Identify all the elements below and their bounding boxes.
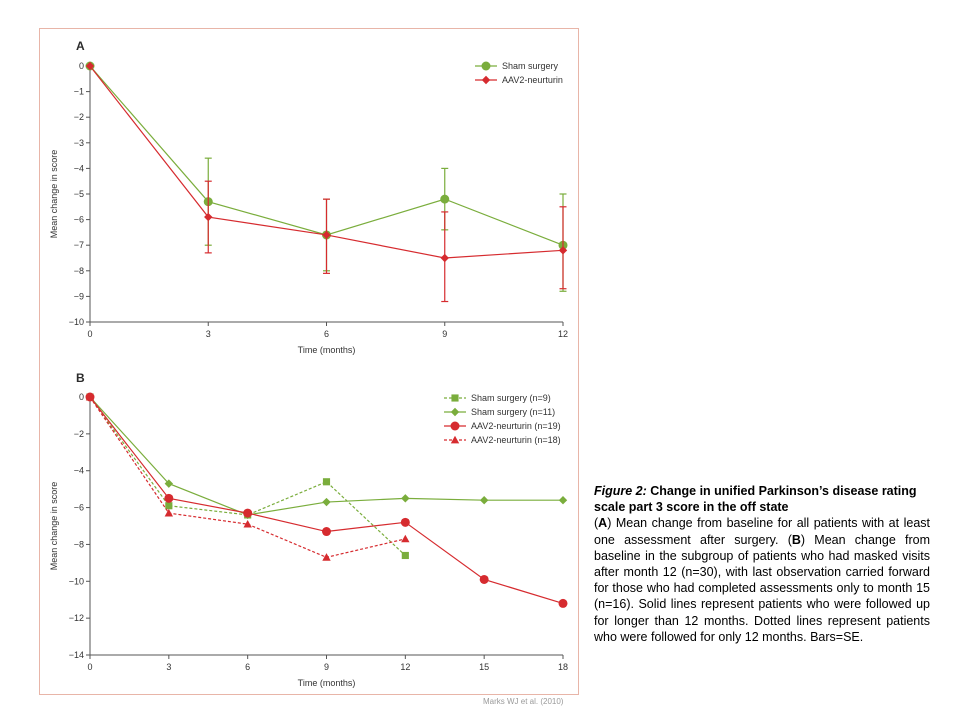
caption-title: Figure 2: Change in unified Parkinson’s …	[594, 483, 930, 515]
panel-a-series-2-point	[558, 246, 568, 255]
panel-b-y-tick-label: −8	[74, 539, 84, 549]
panel-a-x-tick-label: 0	[87, 329, 92, 339]
panel-a-y-tick-label: −8	[74, 266, 84, 276]
panel-b-x-tick-label: 18	[558, 662, 568, 672]
panel-a-series-2-point	[322, 230, 331, 240]
panel-a-y-tick-label: −10	[69, 317, 84, 327]
figure-caption: Figure 2: Change in unified Parkinson’s …	[594, 483, 930, 645]
panel-b-x-tick-label: 6	[245, 662, 250, 672]
panel-b-series-1-point	[165, 502, 173, 510]
panel-a-series-2	[85, 61, 568, 303]
panel-a-x-axis-label: Time (months)	[298, 345, 356, 355]
panel-b-series-3-point	[400, 517, 410, 527]
caption-panel-a-ref: A	[598, 516, 608, 531]
panel-a-series-1-legend-label: Sham surgery	[502, 61, 559, 71]
panel-a-series-2-point	[85, 61, 95, 71]
panel-b-series-3-point	[164, 493, 174, 503]
panel-a-y-tick-label: −4	[74, 163, 84, 173]
panel-a-x-tick-label: 6	[324, 329, 329, 339]
panel-b-series-3-point	[243, 508, 253, 518]
panel-a-y-tick-label: 0	[79, 61, 84, 71]
panel-b-series-4	[85, 392, 410, 561]
panel-b-series-4-point	[164, 508, 174, 517]
panel-b-series-2-point	[558, 496, 568, 505]
panel-b-series-3-point	[479, 574, 489, 584]
panel-b-y-tick-label: −12	[69, 613, 84, 623]
panel-b-y-tick-label: −14	[69, 650, 84, 660]
panel-b-series-2-legend-label: Sham surgery (n=11)	[471, 407, 555, 417]
panel-b-x-axis-label: Time (months)	[298, 678, 356, 688]
panel-b-series-4-point	[401, 534, 410, 543]
panel-b-y-tick-label: −4	[74, 466, 84, 476]
panel-a-x-tick-label: 3	[206, 329, 211, 339]
panel-a-y-tick-label: −6	[74, 215, 84, 225]
caption-figure-number: Figure 2:	[594, 484, 647, 498]
panel-b-y-tick-label: −6	[74, 503, 84, 513]
panel-a-series-2-point	[204, 212, 213, 222]
caption-body-b: ) Mean change from baseline in the subgr…	[594, 532, 931, 644]
panel-b-series-1-point	[401, 551, 409, 560]
panel-b-series-3-legend-label: AAV2-neurturin (n=19)	[471, 421, 561, 431]
panel-a-series-1-point	[440, 194, 450, 204]
panel-b-series-4-line	[89, 396, 406, 558]
panel-b-y-tick-label: −2	[74, 429, 84, 439]
panel-a-series-1-legend-marker	[481, 61, 491, 71]
panel-a-y-tick-label: −3	[74, 138, 84, 148]
panel-a-y-tick-label: −7	[74, 240, 84, 250]
panel-b-series-2-point	[322, 497, 331, 507]
panel-a-y-tick-label: −1	[74, 87, 84, 97]
panel-b-series-2-point	[479, 496, 489, 505]
panel-b-x-tick-label: 15	[479, 662, 489, 672]
panel-b-series-3-point	[558, 598, 568, 608]
panel-a-y-tick-label: −2	[74, 112, 84, 122]
caption-body-a: ) Mean change from baseline for all pati…	[594, 516, 930, 547]
panel-b-series-3-legend-marker	[450, 421, 460, 431]
panel-b-series-1-legend-marker	[451, 394, 459, 402]
panel-b-y-tick-label: 0	[79, 392, 84, 402]
panel-b-series-2-point	[401, 494, 410, 503]
panel-a-series-2-legend-marker	[481, 75, 491, 85]
panel-a-y-tick-label: −9	[74, 291, 84, 301]
panel-b-series-2-point	[164, 479, 174, 488]
panel-b-x-tick-label: 3	[166, 662, 171, 672]
caption-body: (A) Mean change from baseline for all pa…	[594, 515, 930, 645]
panel-b-series-3-point	[322, 527, 331, 537]
panel-b-series-4-point	[85, 392, 95, 401]
caption-title-text: Change in unified Parkinson’s disease ra…	[594, 484, 917, 515]
panel-b-x-tick-label: 0	[87, 662, 92, 672]
panel-b-y-tick-label: −10	[69, 576, 84, 586]
panel-a-series-2-legend-label: AAV2-neurturin	[502, 75, 563, 85]
panel-a-y-tick-label: −5	[74, 189, 84, 199]
panel-a-x-tick-label: 12	[558, 329, 568, 339]
panel-b-series-1-legend-label: Sham surgery (n=9)	[471, 393, 551, 403]
panel-b-letter: B	[76, 371, 85, 385]
panel-b-x-tick-label: 12	[400, 662, 410, 672]
panel-b-series-1-point	[322, 478, 331, 486]
panel-a-letter: A	[76, 39, 85, 53]
panel-a-x-tick-label: 9	[442, 329, 447, 339]
caption-body-open: (	[594, 516, 599, 531]
caption-panel-b-ref: B	[791, 532, 801, 547]
panel-b-series-4-point	[243, 519, 252, 528]
panel-a-series-2-point	[440, 253, 449, 263]
panel-a-y-axis-label: Mean change in score	[49, 150, 59, 239]
panel-b-series-1-line	[89, 396, 406, 556]
panel-b-series-2-legend-marker	[450, 407, 460, 417]
panel-b-x-tick-label: 9	[324, 662, 329, 672]
panel-b-series-4-legend-label: AAV2-neurturin (n=18)	[471, 435, 561, 445]
panel-b-series-4-point	[322, 553, 331, 561]
panel-b-series-1	[86, 393, 409, 560]
panel-b-y-axis-label: Mean change in score	[49, 482, 59, 571]
figure-frame	[39, 28, 579, 695]
figure-credit: Marks WJ et al. (2010)	[483, 697, 564, 706]
panel-b-series-4-legend-marker	[450, 435, 460, 444]
